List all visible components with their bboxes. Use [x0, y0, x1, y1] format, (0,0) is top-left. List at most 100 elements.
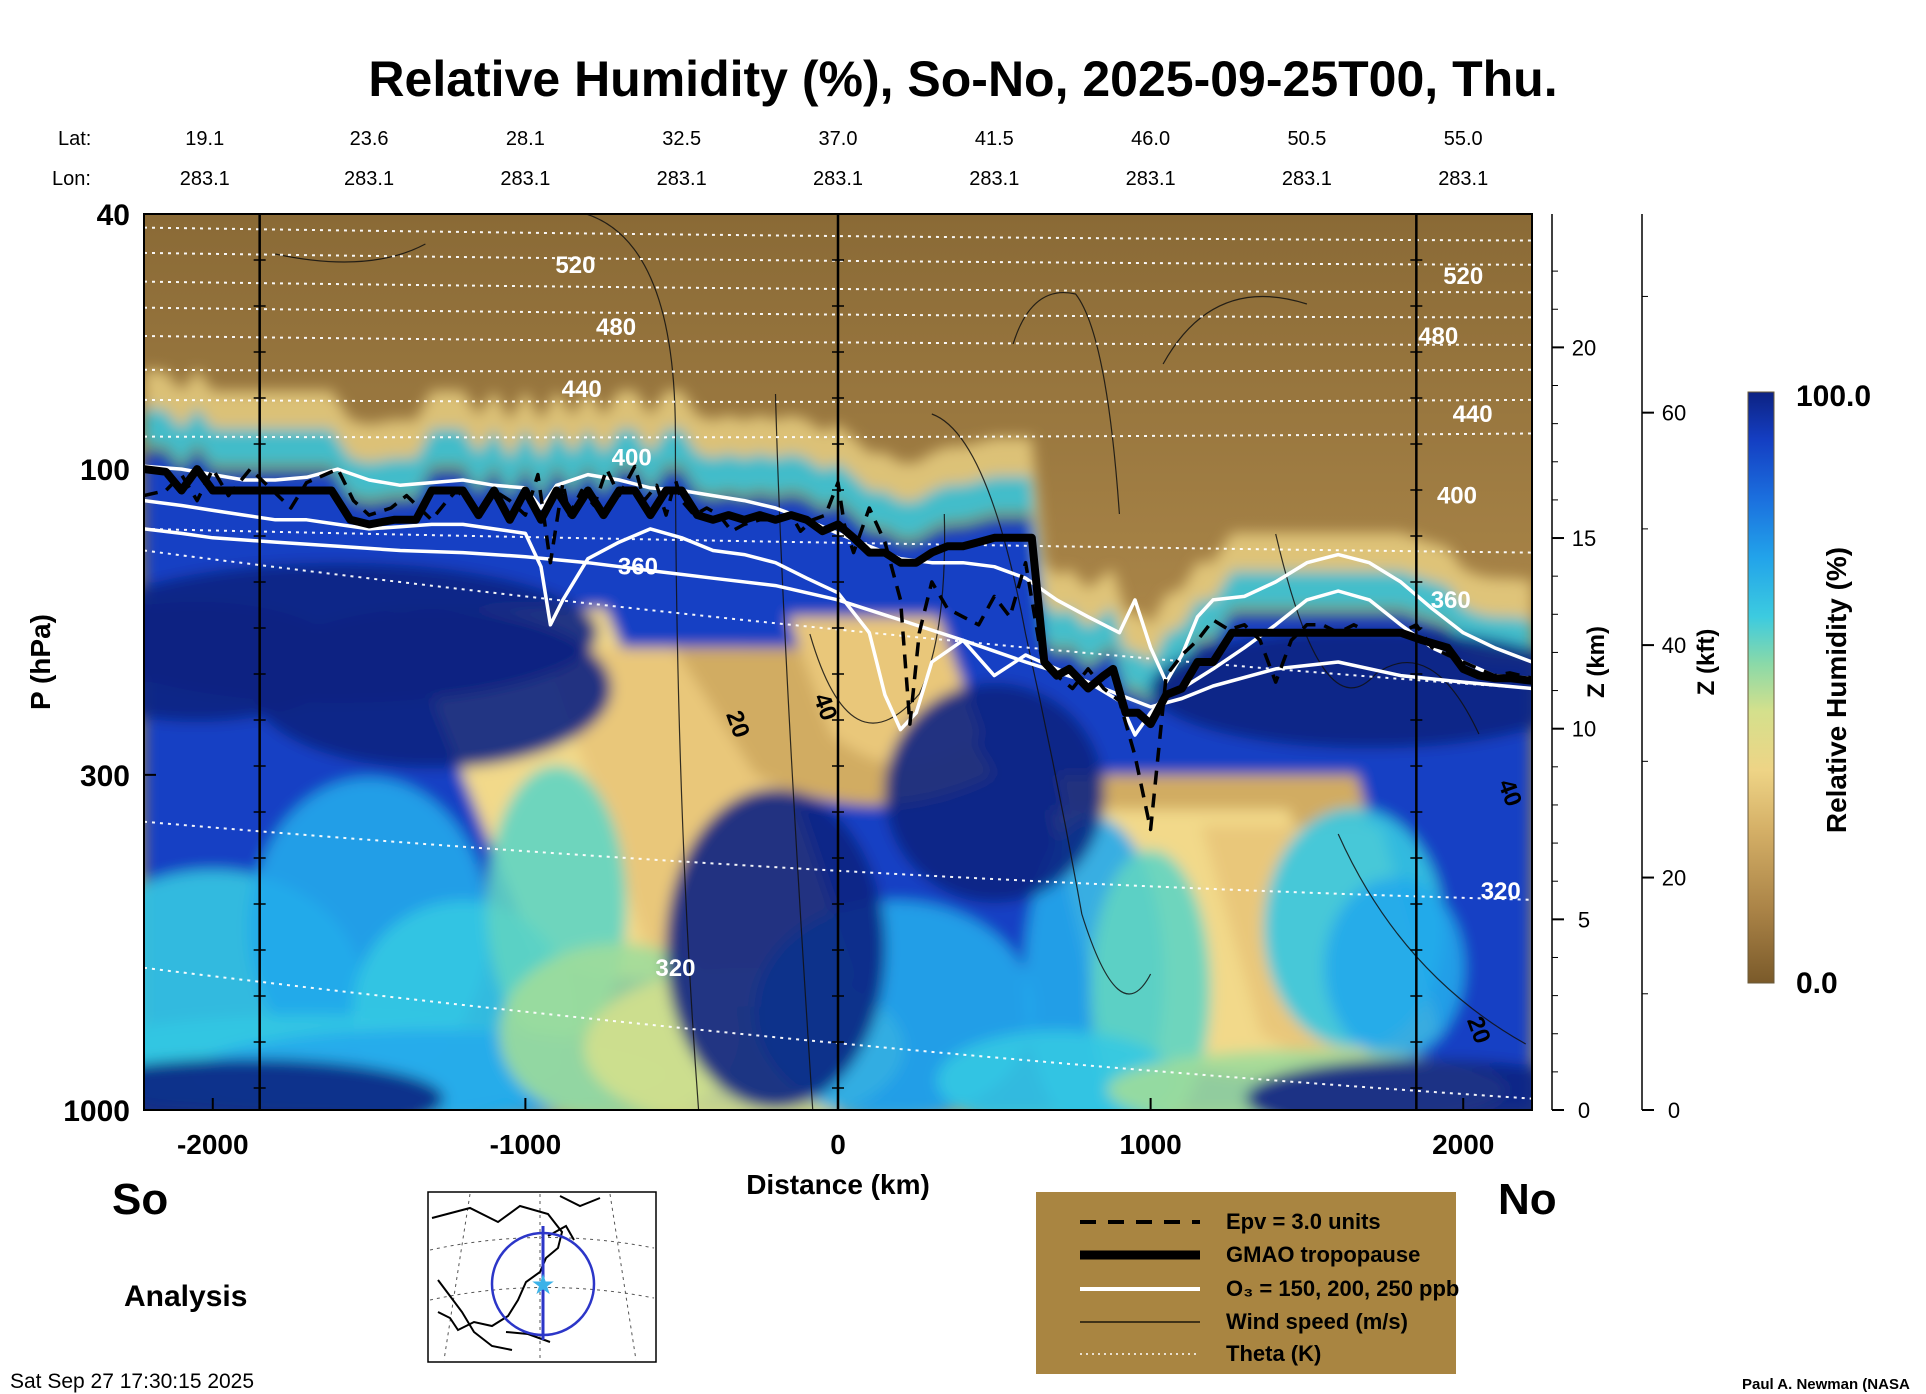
moist-core-3: [665, 788, 886, 1109]
lon-value-4: 283.1: [813, 168, 863, 190]
tropopause-path: [144, 465, 1532, 729]
z-km-tick-label-4: 20: [1572, 335, 1596, 360]
chart-title: Relative Humidity (%), So-No, 2025-09-25…: [368, 51, 1557, 107]
lat-value-7: 50.5: [1287, 128, 1326, 150]
z-kft-tick-label-0: 0: [1668, 1098, 1680, 1123]
lat-value-8: 55.0: [1444, 128, 1483, 150]
wind-contour-0: [509, 214, 700, 1110]
wind-contour-3: [931, 413, 1083, 915]
x-tick-label-1: -1000: [490, 1129, 562, 1160]
colorbar-gradient: [1747, 391, 1775, 984]
theta-label-3: 400: [612, 445, 652, 472]
ozone-contour-2: [144, 527, 1532, 709]
x-tick-label-0: -2000: [177, 1129, 249, 1160]
z-km-tick-label-1: 5: [1578, 907, 1590, 932]
theta-label-8: 440: [1453, 401, 1493, 428]
south-label: So: [112, 1175, 168, 1224]
colorbar: 100.0 0.0 Relative Humidity (%): [1747, 380, 1871, 1000]
wind-contour-8: [1012, 292, 1120, 515]
y-axis-pressure: 40 100 300 1000: [63, 199, 156, 1128]
lon-label: Lon:: [52, 168, 91, 190]
theta-label-1: 480: [596, 314, 636, 341]
tropopause-line: [144, 465, 1532, 729]
transition-band-yellow: [144, 369, 1532, 663]
lat-value-0: 19.1: [185, 128, 224, 150]
legend-theta-label: Theta (K): [1226, 1341, 1321, 1366]
y-axis-z-kft: 0 20 40 60: [1641, 214, 1686, 1123]
theta-label-10: 360: [1431, 587, 1471, 614]
lat-value-1: 23.6: [350, 128, 389, 150]
wind-contour-4: [1081, 913, 1152, 995]
theta-label-6: 520: [1443, 263, 1483, 290]
locator-map: ★: [427, 1191, 657, 1363]
z-kft-label: Z (kft): [1693, 629, 1720, 696]
theta-label-5: 320: [655, 955, 695, 982]
lat-value-6: 46.0: [1131, 128, 1170, 150]
lat-value-4: 37.0: [819, 128, 858, 150]
moist-core-4: [884, 682, 1105, 903]
moist-core-6: [144, 1058, 444, 1110]
legend-tropopause-label: GMAO tropopause: [1226, 1242, 1420, 1267]
lon-value-2: 283.1: [500, 168, 550, 190]
theta-label-7: 480: [1418, 323, 1458, 350]
z-km-tick-label-0: 0: [1578, 1098, 1590, 1123]
theta-labels: 520 480 440 400 360 320 520 480 440 400 360 320: [555, 252, 1520, 982]
z-kft-tick-label-1: 20: [1662, 866, 1686, 891]
lat-lon-header: 19.1 283.1 23.6 283.1 28.1 283.1 32.5 283.1 37.0…: [180, 128, 1489, 190]
lon-value-5: 283.1: [969, 168, 1019, 190]
legend-box: [1036, 1192, 1456, 1374]
y-tick-label-1: 100: [80, 454, 130, 487]
legend-epv-label: Epv = 3.0 units: [1226, 1209, 1381, 1234]
lat-label: Lat:: [58, 128, 91, 150]
north-label: No: [1498, 1175, 1557, 1224]
theta-label-0: 520: [555, 252, 595, 279]
lon-value-6: 283.1: [1126, 168, 1176, 190]
lon-value-0: 283.1: [180, 168, 230, 190]
lon-value-1: 283.1: [344, 168, 394, 190]
analysis-label: Analysis: [124, 1280, 247, 1313]
x-axis: -2000 -1000 0 1000 2000: [177, 1098, 1494, 1160]
x-tick-label-2: 0: [830, 1129, 846, 1160]
y-axis-label: P (hPa): [25, 614, 56, 710]
y-tick-label-0: 40: [97, 199, 130, 232]
z-kft-tick-label-2: 40: [1662, 633, 1686, 658]
reference-vertical-lines: [253, 214, 1423, 1110]
author-credit: Paul A. Newman (NASA: [1742, 1376, 1910, 1393]
moist-core-7: [1245, 1058, 1532, 1110]
z-kft-tick-label-3: 60: [1662, 401, 1686, 426]
timestamp: Sat Sep 27 17:30:15 2025: [10, 1370, 254, 1393]
wind-contour-1: [774, 393, 814, 1110]
z-km-tick-label-2: 10: [1572, 717, 1596, 742]
y-axis-z-km: 0 5 10 15 20: [1551, 214, 1596, 1123]
wind-contour-7: [275, 243, 426, 263]
colorbar-title: Relative Humidity (%): [1821, 547, 1852, 833]
legend-ozone-label: O₃ = 150, 200, 250 ppb: [1226, 1276, 1459, 1301]
theta-label-11: 320: [1481, 878, 1521, 905]
x-tick-label-3: 1000: [1119, 1129, 1181, 1160]
map-graticule: [429, 1193, 655, 1361]
moist-core-2: [251, 608, 612, 769]
theta-label-4: 360: [618, 554, 658, 581]
z-km-label: Z (km): [1583, 626, 1610, 698]
legend-wind-label: Wind speed (m/s): [1226, 1309, 1408, 1334]
z-km-tick-label-3: 15: [1572, 526, 1596, 551]
map-center-star-icon: ★: [530, 1268, 555, 1301]
colorbar-max-label: 100.0: [1796, 380, 1871, 413]
lat-value-3: 32.5: [662, 128, 701, 150]
ozone-contour-0: [144, 464, 1532, 684]
x-tick-label-4: 2000: [1432, 1129, 1494, 1160]
lon-value-3: 283.1: [657, 168, 707, 190]
theta-label-2: 440: [562, 376, 602, 403]
theta-label-9: 400: [1437, 483, 1477, 510]
transition-band-cyan: [144, 407, 1532, 701]
lon-value-7: 283.1: [1282, 168, 1332, 190]
y-tick-label-2: 300: [80, 760, 130, 793]
wind-contour-9: [1162, 296, 1308, 365]
x-axis-label: Distance (km): [746, 1169, 930, 1200]
lat-value-5: 41.5: [975, 128, 1014, 150]
lon-value-8: 283.1: [1438, 168, 1488, 190]
y-tick-label-3: 1000: [63, 1095, 130, 1128]
legend: Epv = 3.0 units GMAO tropopause O₃ = 150…: [1036, 1192, 1459, 1374]
